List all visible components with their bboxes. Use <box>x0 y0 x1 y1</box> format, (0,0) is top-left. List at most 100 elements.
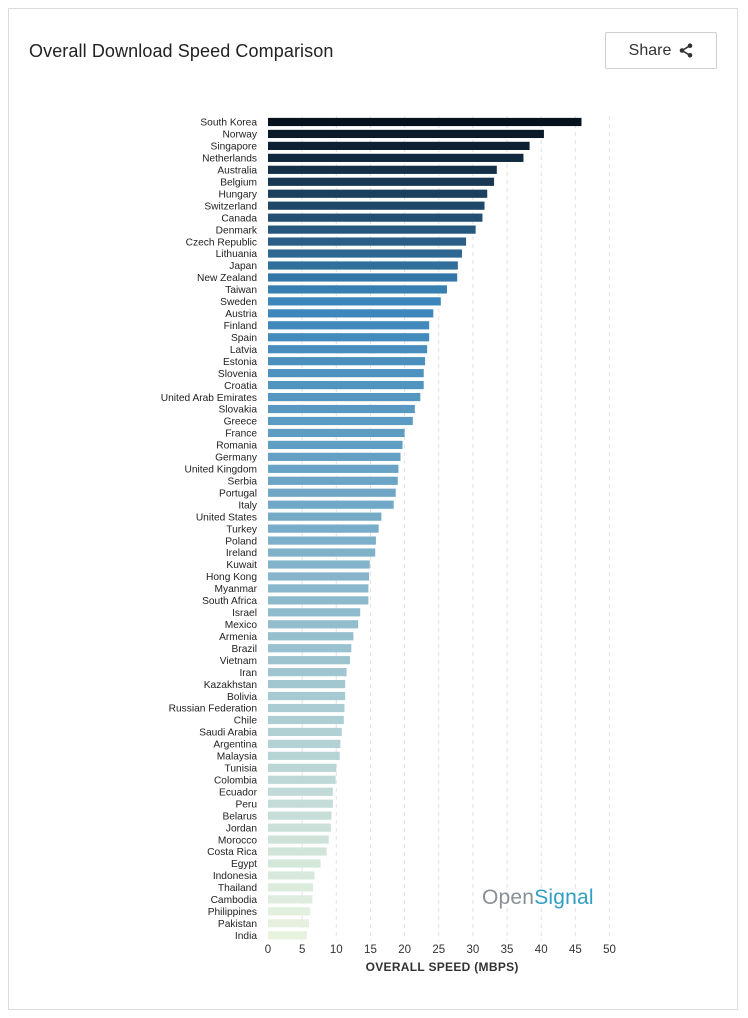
bar <box>268 739 341 748</box>
category-label: Colombia <box>214 775 257 786</box>
x-tick-label: 5 <box>299 944 305 956</box>
category-label: Slovenia <box>218 369 257 380</box>
x-tick-label: 35 <box>501 944 514 956</box>
bar <box>268 165 497 174</box>
bar <box>268 751 340 760</box>
x-tick-label: 10 <box>330 944 343 956</box>
bar <box>268 345 428 354</box>
category-label: Australia <box>217 166 257 177</box>
bar <box>268 572 370 581</box>
bar <box>268 476 398 485</box>
bar <box>268 201 485 210</box>
bar <box>268 823 331 832</box>
bar <box>268 321 430 330</box>
bar <box>268 452 401 461</box>
x-tick-label: 50 <box>603 944 616 956</box>
bar <box>268 177 495 186</box>
bar <box>268 189 488 198</box>
category-label: Egypt <box>231 859 257 870</box>
x-tick-label: 45 <box>569 944 582 956</box>
category-label: Slovakia <box>218 405 257 416</box>
category-label: Belarus <box>222 811 257 822</box>
x-tick-label: 15 <box>364 944 377 956</box>
category-label: Denmark <box>216 225 258 236</box>
x-tick-label: 25 <box>432 944 445 956</box>
bar <box>268 811 332 820</box>
bar <box>268 787 333 796</box>
category-label: Thailand <box>218 883 257 894</box>
category-label: Saudi Arabia <box>199 728 257 739</box>
category-label: Pakistan <box>218 919 257 930</box>
category-label: Canada <box>221 213 257 224</box>
category-label: Russian Federation <box>169 704 257 715</box>
share-icon <box>680 43 693 58</box>
category-label: South Korea <box>200 118 257 129</box>
bar <box>268 500 394 509</box>
category-label: Iran <box>239 668 257 679</box>
category-label: Jordan <box>226 823 257 834</box>
category-label: Finland <box>224 321 258 332</box>
category-label: New Zealand <box>197 273 257 284</box>
bar <box>268 524 379 533</box>
bar <box>268 859 321 868</box>
bar <box>268 608 361 617</box>
bar <box>268 369 424 378</box>
category-label: Ecuador <box>219 787 258 798</box>
category-label: Latvia <box>230 345 258 356</box>
category-label: United Arab Emirates <box>161 393 257 404</box>
category-label: Singapore <box>211 142 258 153</box>
x-tick-label: 40 <box>535 944 548 956</box>
bar <box>268 680 346 689</box>
category-label: Indonesia <box>213 871 258 882</box>
page-title: Overall Download Speed Comparison <box>29 41 334 61</box>
bar <box>268 883 314 892</box>
category-label: Tunisia <box>225 764 258 775</box>
bar <box>268 357 426 366</box>
bar <box>268 237 467 246</box>
bar <box>268 261 458 270</box>
bar <box>268 919 309 928</box>
bar <box>268 763 337 772</box>
share-label: Share <box>628 41 672 59</box>
bar <box>268 596 369 605</box>
category-label: India <box>235 931 257 942</box>
category-label: Ireland <box>226 548 257 559</box>
category-label: Japan <box>229 261 257 272</box>
category-label: Austria <box>225 309 257 320</box>
category-label: Vietnam <box>220 656 257 667</box>
category-label: Israel <box>232 608 257 619</box>
category-label: Lithuania <box>216 249 258 260</box>
bar <box>268 333 430 342</box>
category-label: Germany <box>215 453 258 464</box>
bar <box>268 464 399 473</box>
category-label: Chile <box>234 716 258 727</box>
bar <box>268 907 311 916</box>
bar <box>268 440 403 449</box>
category-label: Poland <box>225 536 257 547</box>
bar <box>268 668 347 677</box>
bar <box>268 273 458 282</box>
bar <box>268 309 434 318</box>
share-button[interactable]: Share <box>605 32 717 69</box>
category-label: United Kingdom <box>185 465 258 476</box>
x-tick-label: 0 <box>265 944 271 956</box>
category-label: Greece <box>224 417 258 428</box>
category-label: Argentina <box>213 740 257 751</box>
bar <box>268 703 345 713</box>
chart-card: Overall Download Speed Comparison Share <box>8 8 738 1010</box>
bar <box>268 691 346 701</box>
bar <box>268 644 352 653</box>
bar <box>268 225 476 234</box>
bar <box>268 488 396 497</box>
category-label: Taiwan <box>225 285 257 296</box>
category-label: Armenia <box>219 632 257 643</box>
bar <box>268 381 424 390</box>
bar <box>268 620 359 629</box>
opensignal-logo: OpenSignal <box>482 886 594 909</box>
bar <box>268 249 462 258</box>
bar <box>268 536 376 545</box>
category-label: Brazil <box>232 644 257 655</box>
category-label: Croatia <box>224 381 257 392</box>
bar <box>268 428 405 438</box>
